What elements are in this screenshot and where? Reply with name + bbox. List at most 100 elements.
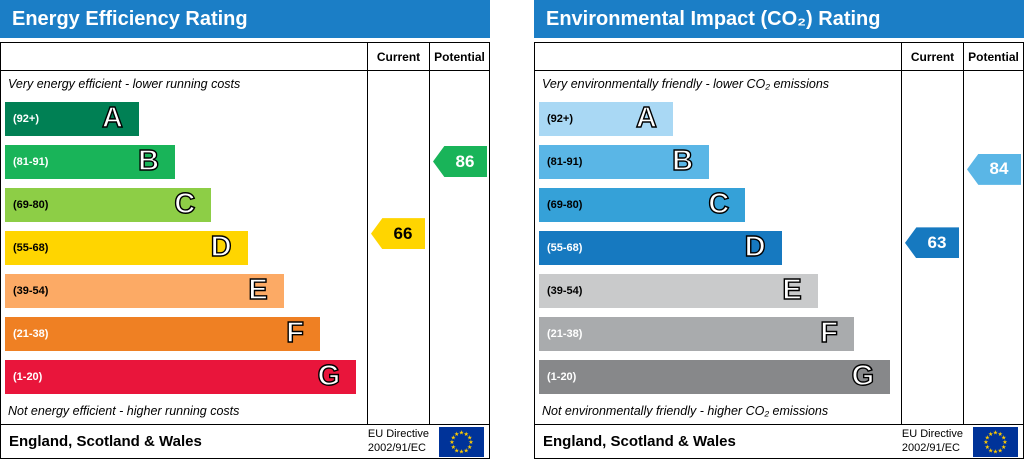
top-note: Very energy efficient - lower running co…	[8, 77, 241, 91]
band-d-bar: (55-68) D	[539, 230, 782, 265]
band-d-range: (55-68)	[547, 241, 583, 254]
svg-text:★: ★	[985, 434, 990, 441]
band-e-bar: (39-54) E	[5, 273, 284, 308]
band-f-range: (21-38)	[547, 327, 583, 340]
svg-text:★: ★	[449, 439, 454, 446]
potential-column-header: Potential	[963, 43, 1023, 70]
potential-rating-pointer: 86	[433, 146, 487, 177]
band-g-range: (1-20)	[13, 370, 43, 383]
current-column-header: Current	[901, 43, 963, 70]
eu-flag-icon: ★ ★ ★★ ★★ ★★ ★★ ★★	[439, 426, 484, 457]
band-e-bar: (39-54) E	[539, 273, 818, 308]
band-b-bar: (81-91) B	[539, 144, 710, 179]
svg-text:★: ★	[993, 448, 998, 455]
rating-table: Current Potential Very energy efficient …	[0, 42, 490, 459]
band-g-letter: G	[317, 360, 341, 392]
band-row-c: (69-80) C	[535, 183, 901, 226]
band-d-letter: D	[744, 231, 766, 263]
band-row-e: (39-54) E	[1, 269, 367, 312]
table-header-row: Current Potential	[1, 43, 489, 71]
svg-text:★: ★	[467, 443, 472, 450]
svg-text:★: ★	[1001, 443, 1006, 450]
band-e-range: (39-54)	[13, 284, 49, 297]
svg-text:★: ★	[451, 434, 456, 441]
svg-text:★: ★	[1001, 434, 1006, 441]
band-g-bar: (1-20) G	[5, 359, 357, 394]
band-g-bar: (1-20) G	[539, 359, 891, 394]
band-row-g: (1-20) G	[535, 355, 901, 398]
table-footer-row: England, Scotland & Wales EU Directive 2…	[1, 424, 489, 458]
band-c-letter: C	[174, 188, 196, 220]
band-row-f: (21-38) F	[1, 312, 367, 355]
band-row-b: (81-91) B	[1, 140, 367, 183]
band-b-range: (81-91)	[13, 155, 49, 168]
band-g-letter: G	[851, 360, 875, 392]
footer-region: England, Scotland & Wales	[543, 433, 736, 450]
svg-text:★: ★	[451, 443, 456, 450]
svg-text:★: ★	[459, 429, 464, 436]
band-row-b: (81-91) B	[535, 140, 901, 183]
band-g-range: (1-20)	[547, 370, 577, 383]
rating-body: Very energy efficient - lower running co…	[1, 71, 489, 424]
svg-text:★: ★	[464, 431, 469, 438]
current-rating-value: 63	[927, 232, 947, 252]
band-c-bar: (69-80) C	[539, 187, 746, 222]
band-a-bar: (92+) A	[539, 101, 673, 136]
potential-column: 84	[963, 71, 1023, 424]
band-row-g: (1-20) G	[1, 355, 367, 398]
band-a-letter: A	[101, 102, 123, 134]
bands-column: Very environmentally friendly - lower CO…	[535, 71, 901, 424]
band-row-a: (92+) A	[1, 97, 367, 140]
svg-text:★: ★	[985, 443, 990, 450]
rating-table: Current Potential Very environmentally f…	[534, 42, 1024, 459]
top-note: Very environmentally friendly - lower CO…	[542, 77, 830, 91]
bottom-note: Not energy efficient - higher running co…	[8, 404, 240, 418]
table-header-row: Current Potential	[535, 43, 1023, 71]
band-c-bar: (69-80) C	[5, 187, 212, 222]
svg-text:★: ★	[1002, 439, 1007, 446]
current-column-header: Current	[367, 43, 429, 70]
band-e-letter: E	[782, 274, 803, 306]
band-b-letter: B	[671, 145, 694, 177]
band-c-letter: C	[708, 188, 730, 220]
current-column: 63	[901, 71, 963, 424]
band-f-range: (21-38)	[13, 327, 49, 340]
band-a-bar: (92+) A	[5, 101, 139, 136]
environmental-impact-rating-chart: Environmental Impact (CO₂) Rating Curren…	[534, 0, 1024, 459]
svg-text:★: ★	[467, 434, 472, 441]
bottom-note: Not environmentally friendly - higher CO…	[542, 404, 829, 418]
band-row-f: (21-38) F	[535, 312, 901, 355]
potential-rating-value: 84	[989, 159, 1009, 179]
svg-text:★: ★	[468, 439, 473, 446]
band-row-e: (39-54) E	[535, 269, 901, 312]
bands-column: Very energy efficient - lower running co…	[1, 71, 367, 424]
band-f-letter: F	[820, 317, 839, 349]
svg-text:★: ★	[993, 429, 998, 436]
svg-text:★: ★	[983, 439, 988, 446]
table-header-spacer	[1, 43, 367, 70]
band-c-range: (69-80)	[13, 198, 49, 211]
current-rating-value: 66	[393, 223, 413, 243]
band-row-d: (55-68) D	[1, 226, 367, 269]
table-header-spacer	[535, 43, 901, 70]
band-a-range: (92+)	[13, 112, 39, 125]
band-c-range: (69-80)	[547, 198, 583, 211]
band-f-bar: (21-38) F	[5, 316, 320, 351]
band-d-range: (55-68)	[13, 241, 49, 254]
svg-text:★: ★	[454, 431, 459, 438]
band-e-range: (39-54)	[547, 284, 583, 297]
eu-directive-label: EU Directive 2002/91/EC	[368, 428, 429, 456]
band-row-c: (69-80) C	[1, 183, 367, 226]
band-a-letter: A	[635, 102, 657, 134]
svg-text:★: ★	[998, 447, 1003, 454]
chart-title-bar: Environmental Impact (CO₂) Rating	[534, 0, 1024, 38]
eu-directive-line2: 2002/91/EC	[901, 441, 960, 454]
energy-efficiency-rating-chart: Energy Efficiency Rating Current Potenti…	[0, 0, 490, 459]
band-d-bar: (55-68) D	[5, 230, 248, 265]
svg-text:★: ★	[998, 431, 1003, 438]
current-rating-pointer: 63	[905, 227, 959, 259]
chart-title-bar: Energy Efficiency Rating	[0, 0, 490, 38]
band-b-bar: (81-91) B	[5, 144, 176, 179]
band-f-letter: F	[286, 317, 305, 349]
svg-text:★: ★	[454, 447, 459, 454]
